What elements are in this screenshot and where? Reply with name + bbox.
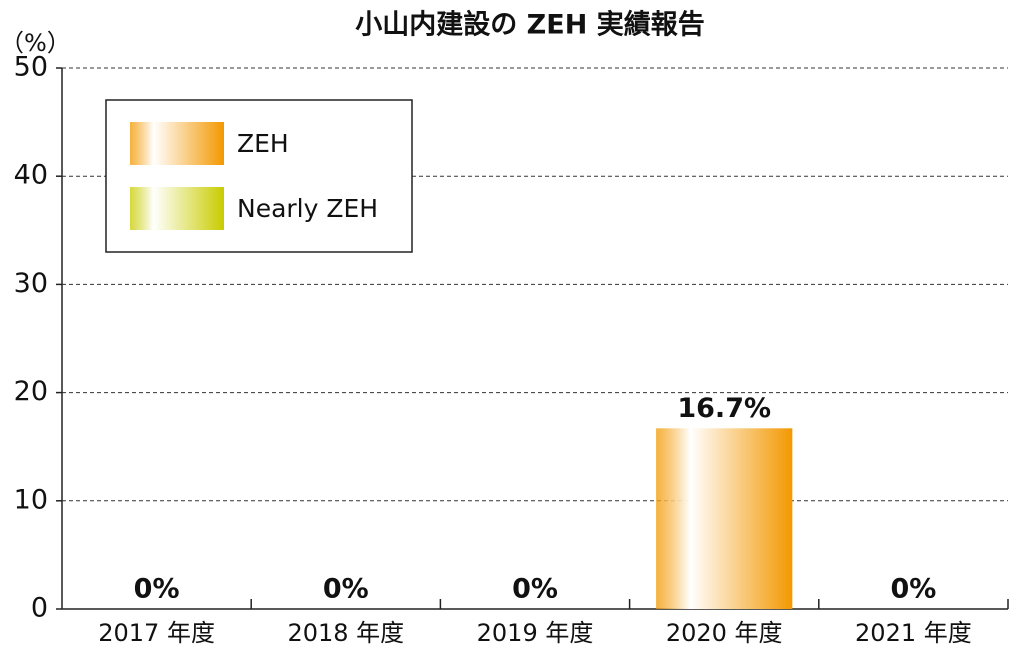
y-unit: （%） bbox=[0, 29, 71, 57]
x-tick-label: 2019 年度 bbox=[477, 619, 594, 647]
legend: ZEH Nearly ZEH bbox=[105, 99, 413, 253]
y-tick-label: 0 bbox=[31, 593, 48, 624]
y-tick-label: 20 bbox=[14, 376, 48, 407]
x-tick-label: 2020 年度 bbox=[666, 619, 783, 647]
value-label: 0% bbox=[134, 574, 180, 605]
value-label: 0% bbox=[323, 574, 369, 605]
x-tick-label: 2018 年度 bbox=[287, 619, 404, 647]
bar bbox=[656, 428, 793, 609]
value-label: 16.7% bbox=[677, 393, 771, 424]
y-tick-label: 10 bbox=[14, 484, 48, 515]
legend-label: ZEH bbox=[237, 129, 289, 158]
y-tick-label: 40 bbox=[14, 160, 48, 191]
x-tick-label: 2017 年度 bbox=[98, 619, 215, 647]
value-label: 0% bbox=[890, 574, 936, 605]
legend-label: Nearly ZEH bbox=[237, 194, 378, 223]
legend-swatch bbox=[130, 187, 224, 230]
x-tick-label: 2021 年度 bbox=[855, 619, 972, 647]
value-label: 0% bbox=[512, 574, 558, 605]
y-tick-label: 30 bbox=[14, 268, 48, 299]
y-tick-label: 50 bbox=[14, 52, 48, 83]
legend-swatch bbox=[130, 122, 224, 165]
chart-title: 小山内建設の ZEH 実績報告 bbox=[355, 9, 704, 41]
